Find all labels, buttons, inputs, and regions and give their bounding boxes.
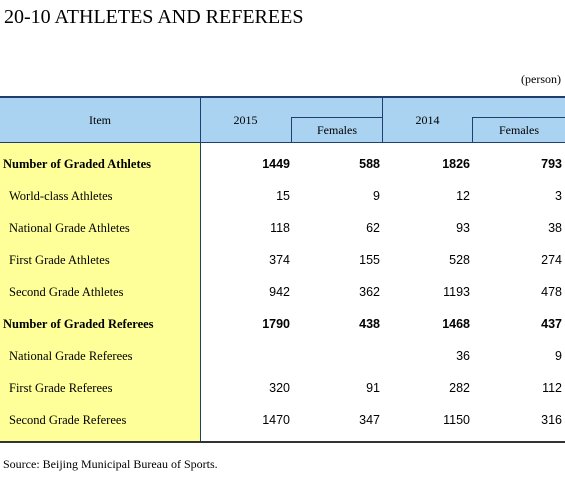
cell-value: 155: [359, 253, 380, 267]
row-label: National Grade Referees: [9, 349, 133, 363]
row-label: Second Grade Referees: [9, 413, 127, 427]
cell-value: 274: [541, 253, 562, 267]
cell-value: 1790: [262, 317, 290, 331]
cell-value: 588: [359, 157, 380, 171]
row-label: Number of Graded Athletes: [3, 157, 152, 171]
cell-value: 36: [456, 349, 470, 363]
cell-value: 1193: [443, 285, 470, 299]
source: Source: Beijing Municipal Bureau of Spor…: [3, 457, 218, 471]
cell-value: 1470: [262, 413, 290, 427]
header-year: 2015: [233, 113, 258, 127]
cell-value: 316: [541, 413, 562, 427]
row-label: World-class Athletes: [9, 189, 113, 203]
cell-value: 374: [269, 253, 290, 267]
item-column-bg: [0, 143, 201, 442]
cell-value: 1468: [442, 317, 470, 331]
cell-value: 320: [269, 381, 290, 395]
divider: [382, 96, 383, 143]
cell-value: 282: [449, 381, 470, 395]
cell-value: 942: [269, 285, 290, 299]
cell-value: 1826: [442, 157, 470, 171]
bottom-rule: [0, 441, 565, 443]
row-label: First Grade Athletes: [9, 253, 110, 267]
cell-value: 437: [541, 317, 562, 331]
header-year: 2014: [415, 113, 440, 127]
cell-value: 438: [359, 317, 380, 331]
header-sub: Females: [291, 117, 382, 143]
cell-value: 478: [541, 285, 562, 299]
header-sub: Females: [472, 117, 565, 143]
cell-value: 528: [449, 253, 470, 267]
title: 20-10 ATHLETES AND REFEREES: [4, 6, 304, 28]
cell-value: 9: [373, 189, 380, 203]
divider: [200, 96, 201, 442]
row-label: First Grade Referees: [9, 381, 113, 395]
cell-value: 118: [270, 221, 290, 235]
cell-value: 15: [276, 189, 290, 203]
header-item: Item: [89, 113, 111, 127]
row-label: Second Grade Athletes: [9, 285, 124, 299]
row-label: National Grade Athletes: [9, 221, 130, 235]
cell-value: 38: [548, 221, 562, 235]
cell-value: 3: [555, 189, 562, 203]
unit: (person): [521, 72, 561, 86]
cell-value: 91: [366, 381, 380, 395]
cell-value: 9: [555, 349, 562, 363]
cell-value: 1449: [262, 157, 290, 171]
cell-value: 1150: [443, 413, 470, 427]
cell-value: 347: [359, 413, 380, 427]
cell-value: 12: [456, 189, 470, 203]
cell-value: 93: [456, 221, 470, 235]
row-label: Number of Graded Referees: [3, 317, 154, 331]
cell-value: 62: [366, 221, 380, 235]
cell-value: 793: [541, 157, 562, 171]
cell-value: 112: [542, 381, 562, 395]
cell-value: 362: [359, 285, 380, 299]
table-header: [0, 96, 565, 143]
